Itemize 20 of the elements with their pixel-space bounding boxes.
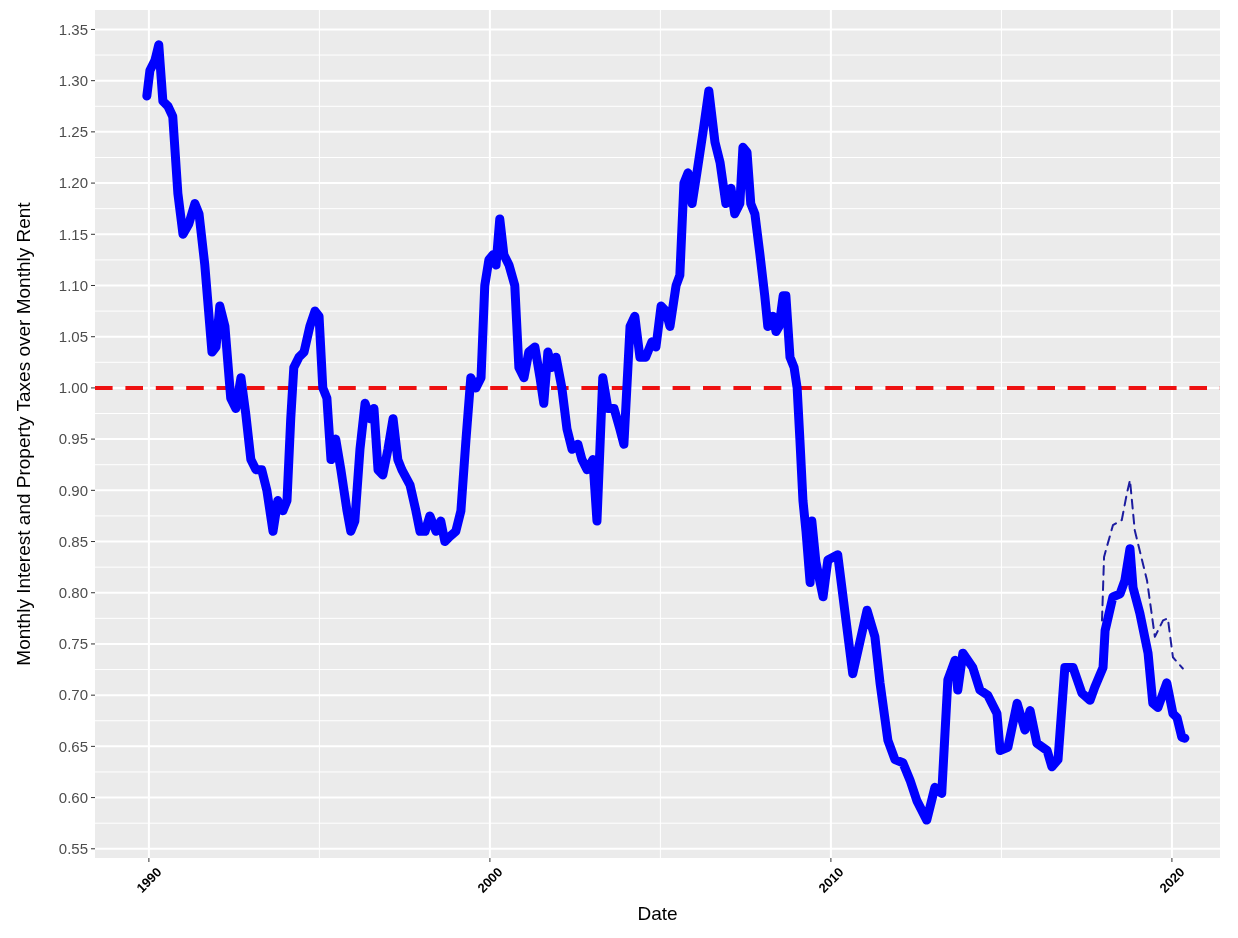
y-tick-label: 0.70: [58, 686, 88, 704]
y-tick-label: 1.05: [58, 327, 88, 345]
y-tick-label: 1.20: [58, 174, 88, 192]
y-tick-label: 0.85: [58, 532, 88, 550]
y-tick-label: 0.65: [58, 737, 88, 755]
y-tick-label: 0.95: [58, 430, 88, 448]
y-tick-label: 1.25: [58, 123, 88, 141]
y-tick-label: 0.75: [58, 635, 88, 653]
y-axis-title: Monthly Interest and Property Taxes over Monthly Rent: [13, 201, 34, 666]
y-tick-label: 0.90: [58, 481, 88, 499]
y-tick-label: 0.60: [58, 788, 88, 806]
y-tick-label: 1.10: [58, 276, 88, 294]
x-axis-title: Date: [637, 903, 678, 924]
y-tick-label: 0.55: [58, 840, 88, 858]
y-tick-label: 1.35: [58, 20, 88, 38]
y-tick-label: 0.80: [58, 583, 88, 601]
y-tick-label: 1.00: [58, 379, 88, 397]
y-tick-label: 1.15: [58, 225, 88, 243]
y-tick-label: 1.30: [58, 71, 88, 89]
line-series: [1101, 479, 1184, 670]
